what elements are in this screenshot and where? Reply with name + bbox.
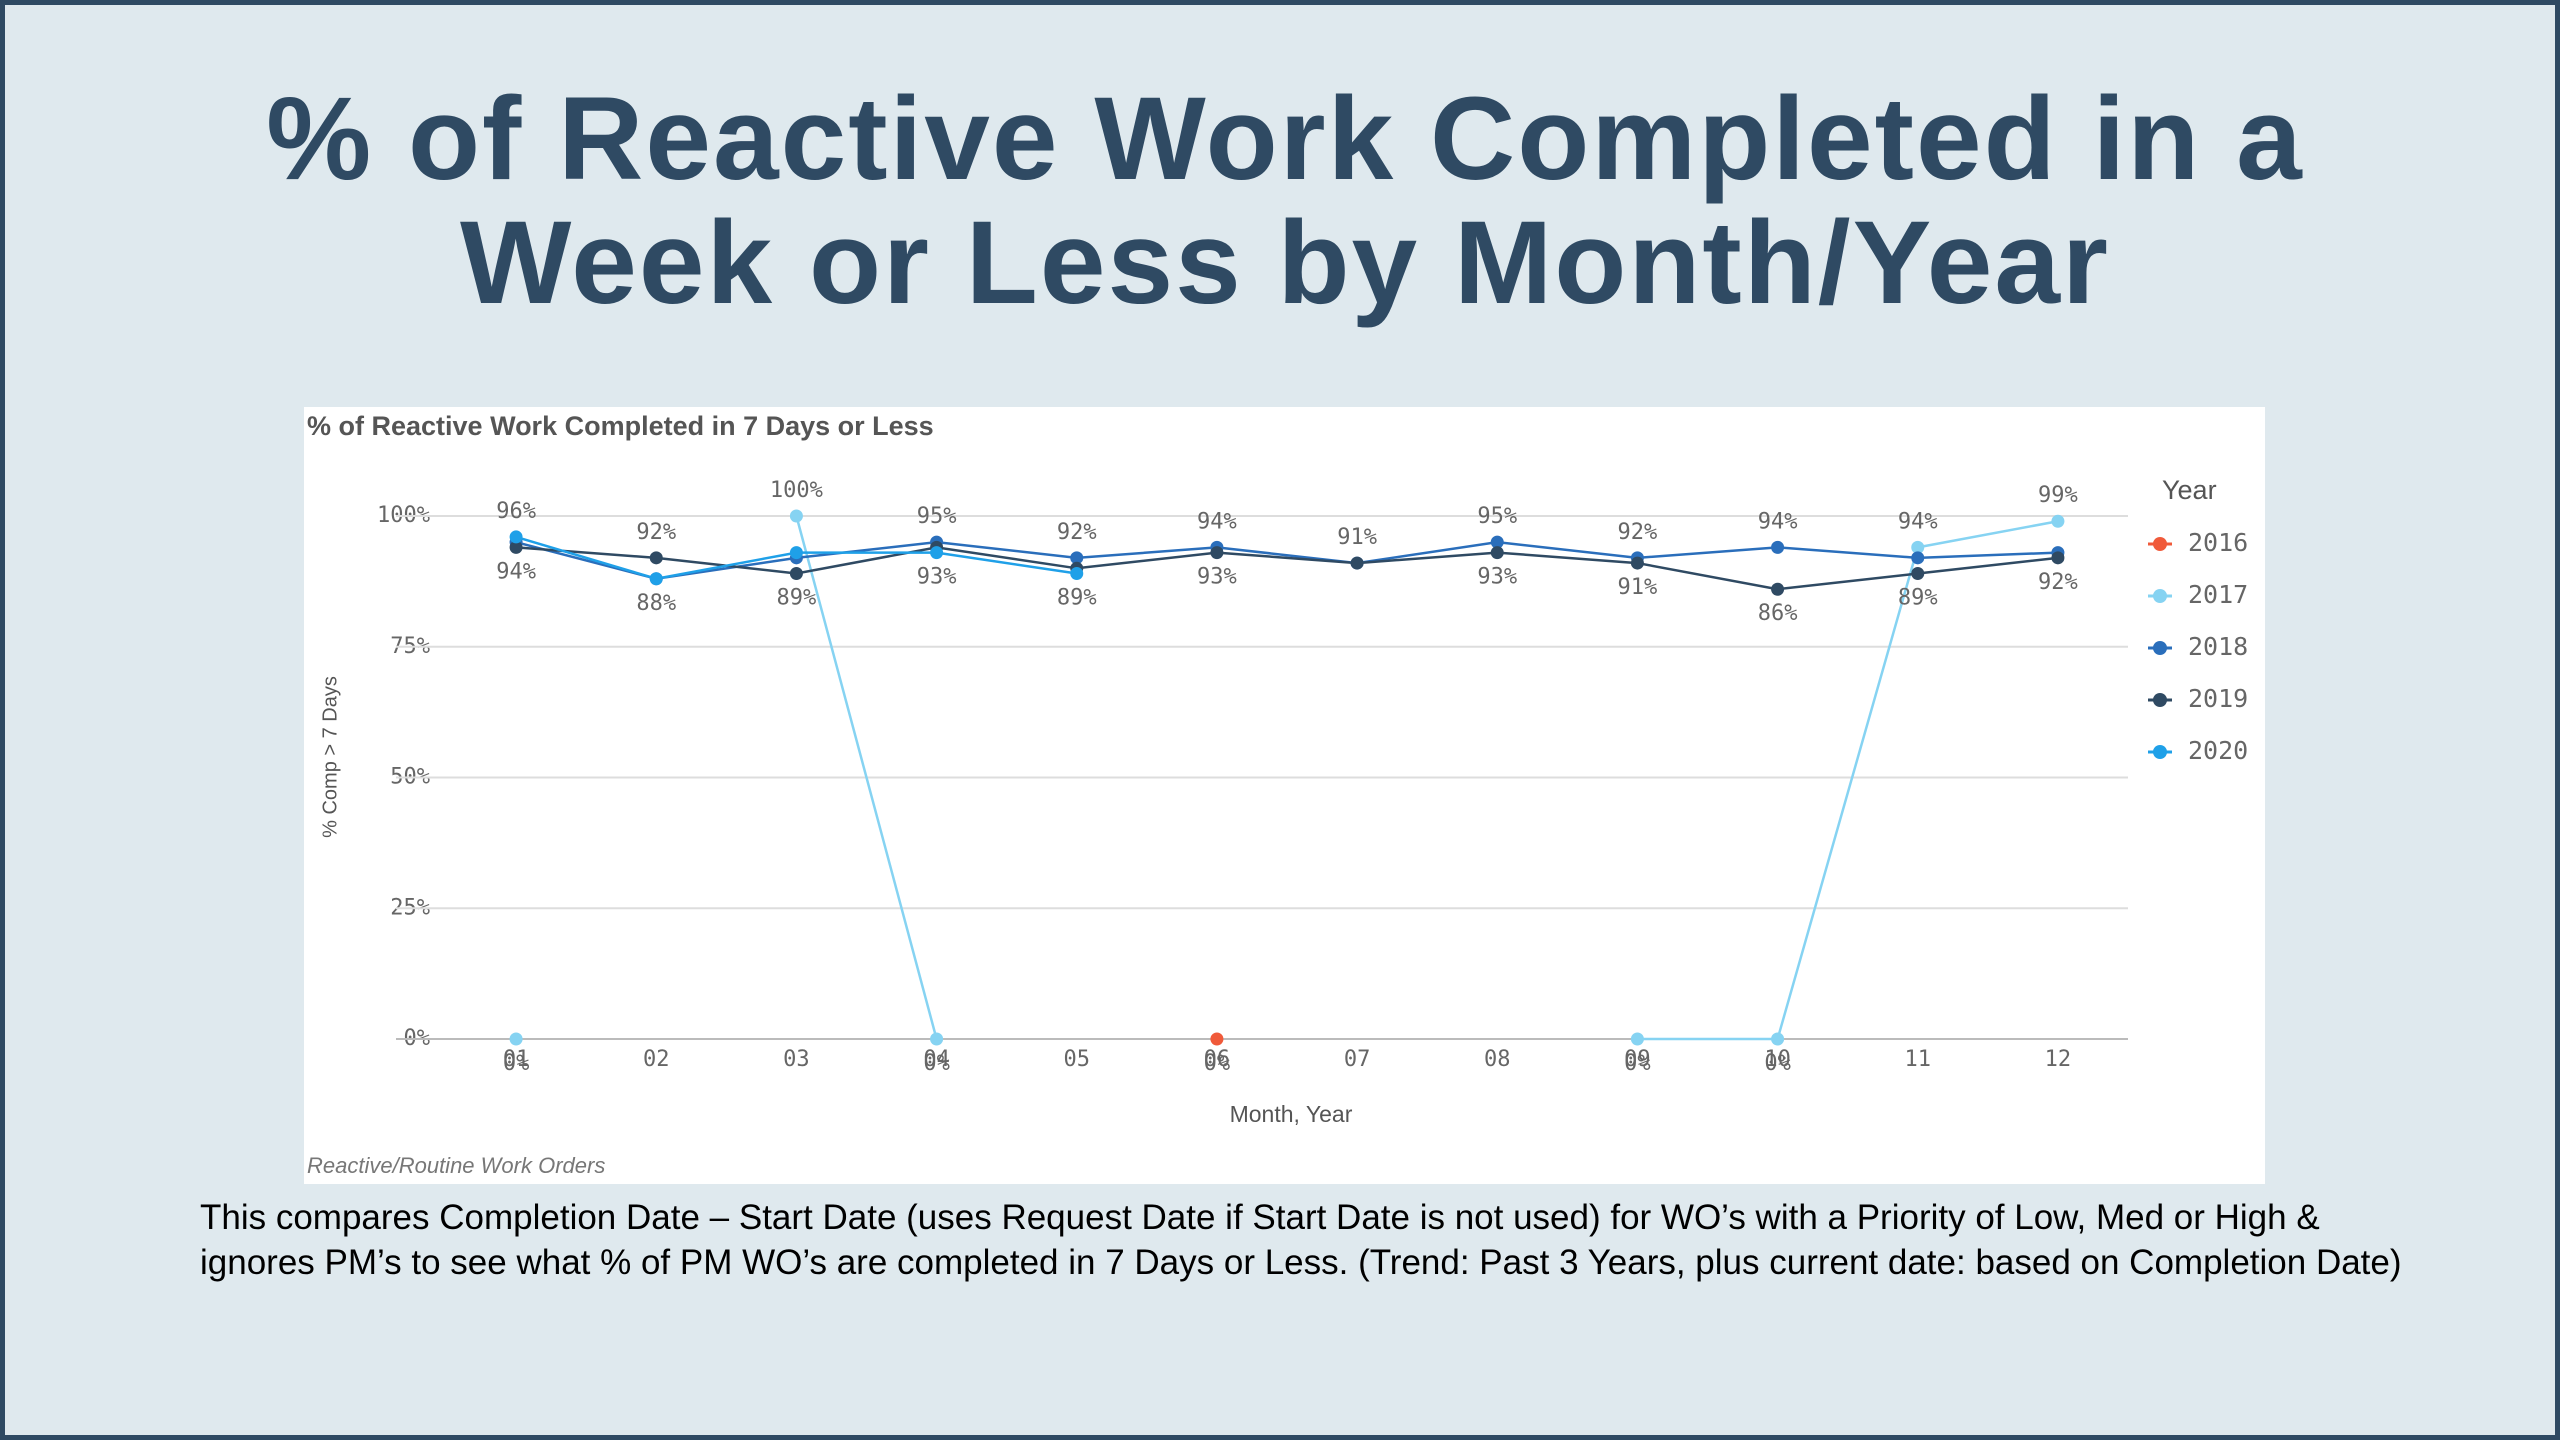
data-label: 94%	[1758, 509, 1798, 534]
series-line	[515, 540, 2058, 581]
data-label: 93%	[1197, 565, 1237, 590]
data-label: 91%	[1337, 525, 1377, 550]
caption: This compares Completion Date – Start Da…	[200, 1198, 2402, 1282]
data-label: 93%	[917, 565, 957, 590]
data-point	[1630, 1032, 1644, 1046]
data-label: 100%	[770, 478, 823, 503]
data-point	[649, 572, 663, 586]
data-label: 96%	[496, 499, 536, 524]
data-point	[1771, 582, 1785, 596]
data-point	[1911, 551, 1925, 565]
data-point	[1771, 540, 1785, 554]
data-point	[1911, 540, 1925, 554]
data-point	[509, 540, 523, 554]
data-point	[1771, 1032, 1785, 1046]
data-label: 94%	[1197, 509, 1237, 534]
data-label: 89%	[777, 586, 817, 611]
data-point	[509, 1032, 523, 1046]
legend-swatch	[2153, 589, 2167, 603]
data-label: 92%	[636, 520, 676, 545]
data-point	[1350, 556, 1364, 570]
legend-title: Year	[2162, 475, 2217, 505]
legend-swatch	[2153, 641, 2167, 655]
data-point	[509, 530, 523, 544]
data-label: 88%	[636, 591, 676, 616]
x-tick-label: 07	[1344, 1047, 1371, 1072]
chart-footnote: Reactive/Routine Work Orders	[307, 1153, 605, 1178]
x-tick-label: 02	[643, 1047, 670, 1072]
data-label: 0%	[1764, 1051, 1791, 1076]
data-point	[2051, 551, 2065, 565]
data-label: 0%	[1204, 1051, 1231, 1076]
data-label: 92%	[2038, 570, 2078, 595]
data-label: 0%	[923, 1051, 950, 1076]
data-point	[1490, 535, 1504, 549]
data-point	[1630, 556, 1644, 570]
data-point	[1490, 546, 1504, 560]
x-tick-label: 10	[1764, 1047, 1791, 1072]
data-point	[1070, 567, 1084, 581]
data-label: 92%	[1618, 520, 1658, 545]
data-point	[789, 567, 803, 581]
data-label: 89%	[1057, 586, 1097, 611]
data-label: 99%	[2038, 483, 2078, 508]
data-label: 93%	[1477, 565, 1517, 590]
data-label: 95%	[917, 504, 957, 529]
data-label: 94%	[496, 559, 536, 584]
data-label: 91%	[1618, 575, 1658, 600]
x-tick-label: 12	[2045, 1047, 2072, 1072]
data-point	[789, 509, 803, 523]
data-label: 0%	[503, 1051, 530, 1076]
y-axis-label: % Comp > 7 Days	[319, 676, 341, 838]
x-tick-label: 01	[503, 1047, 530, 1072]
chart-background	[304, 407, 2265, 1184]
x-tick-label: 06	[1204, 1047, 1231, 1072]
data-label: 92%	[1057, 520, 1097, 545]
data-point	[1210, 546, 1224, 560]
legend-label: 2019	[2188, 684, 2248, 713]
legend-label: 2016	[2188, 528, 2248, 557]
x-tick-label: 04	[923, 1047, 950, 1072]
data-point	[789, 546, 803, 560]
x-tick-label: 05	[1064, 1047, 1091, 1072]
chart-title: % of Reactive Work Completed in 7 Days o…	[307, 411, 934, 441]
series-line	[795, 515, 2059, 1041]
data-point	[930, 546, 944, 560]
legend-label: 2020	[2188, 736, 2248, 765]
data-point	[649, 551, 663, 565]
series-line	[515, 546, 2059, 591]
legend-swatch	[2153, 745, 2167, 759]
data-point	[2051, 514, 2065, 528]
legend-swatch	[2153, 537, 2167, 551]
data-point	[930, 1032, 944, 1046]
chart: % of Reactive Work Completed in 7 Days o…	[304, 407, 2265, 1184]
data-label: 86%	[1758, 601, 1798, 626]
legend-label: 2018	[2188, 632, 2248, 661]
x-tick-label: 11	[1905, 1047, 1932, 1072]
x-axis-label: Month, Year	[1230, 1101, 1353, 1127]
data-point	[1070, 551, 1084, 565]
data-point	[1911, 567, 1925, 581]
legend-label: 2017	[2188, 580, 2248, 609]
x-tick-label: 03	[783, 1047, 810, 1072]
slide-title: % of Reactive Work Completed in a Week o…	[266, 73, 2304, 329]
x-tick-label: 09	[1624, 1047, 1651, 1072]
data-point	[1210, 1032, 1224, 1046]
data-label: 0%	[1624, 1051, 1651, 1076]
x-tick-label: 08	[1484, 1047, 1511, 1072]
data-label: 94%	[1898, 509, 1938, 534]
legend-swatch	[2153, 693, 2167, 707]
data-label: 95%	[1477, 504, 1517, 529]
data-label: 89%	[1898, 586, 1938, 611]
